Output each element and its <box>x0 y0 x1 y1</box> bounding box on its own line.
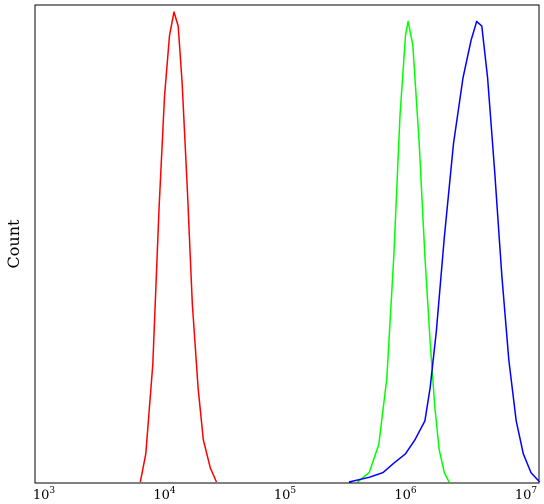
x-tick-base: 10 <box>153 488 170 503</box>
x-tick-exponent: 4 <box>170 486 176 496</box>
x-tick-base: 10 <box>274 488 291 503</box>
series-line-3 <box>348 20 541 483</box>
series-layer <box>139 11 541 483</box>
x-tick-label-1: 103 <box>33 486 56 503</box>
x-tick-label-5: 107 <box>515 486 538 503</box>
plot-frame <box>34 4 540 484</box>
x-tick-exponent: 6 <box>411 486 417 496</box>
x-tick-label-3: 105 <box>274 486 297 503</box>
x-tick-base: 10 <box>515 488 532 503</box>
series-line-1 <box>139 11 218 483</box>
x-tick-label-2: 104 <box>153 486 176 503</box>
x-tick-exponent: 3 <box>49 486 55 496</box>
x-tick-layer: 103 104 105 106 107 <box>33 486 538 503</box>
x-tick-exponent: 5 <box>290 486 296 496</box>
x-tick-base: 10 <box>394 488 411 503</box>
x-tick-label-4: 106 <box>394 486 417 503</box>
x-tick-exponent: 7 <box>531 486 537 496</box>
x-tick-base: 10 <box>33 488 50 503</box>
series-line-2 <box>357 20 450 483</box>
y-axis-label: Count <box>4 219 23 268</box>
